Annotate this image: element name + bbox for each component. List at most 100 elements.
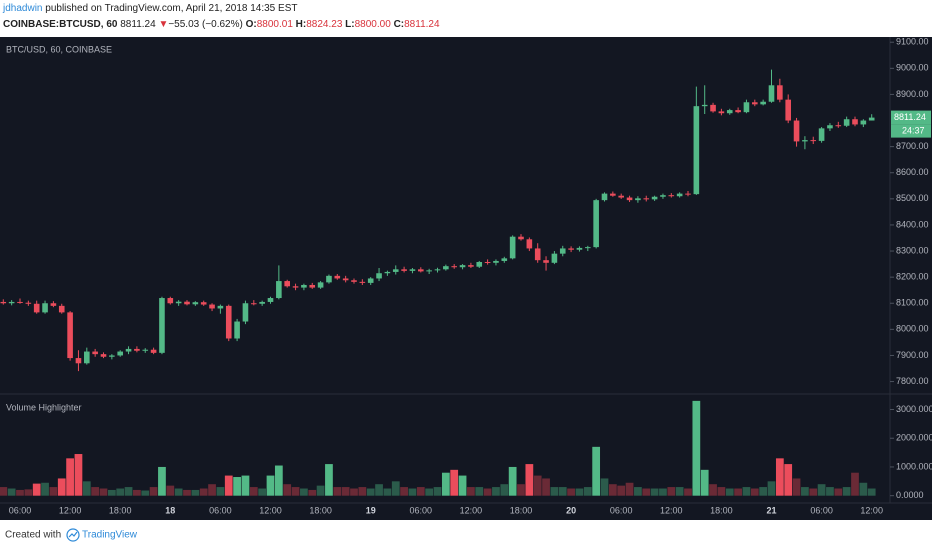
volume-bar	[383, 488, 392, 496]
volume-bar	[809, 488, 818, 496]
footer	[0, 520, 932, 550]
candle-body	[660, 195, 666, 197]
volume-bar	[107, 489, 116, 496]
header-line: jdhadwin published on TradingView.com, A…	[3, 3, 297, 14]
volume-bar	[425, 488, 434, 496]
candle-body	[718, 111, 725, 114]
volume-bar	[391, 481, 400, 496]
volume-bar	[325, 464, 333, 496]
volume-bar	[558, 487, 567, 496]
volume-bar	[316, 485, 325, 496]
candle-body	[33, 303, 40, 313]
volume-bar	[550, 487, 559, 496]
candle-body	[810, 140, 817, 142]
volume-bar	[742, 487, 751, 496]
x-tick-label: 12:00	[660, 505, 683, 515]
candle-body	[459, 265, 466, 268]
volume-bar	[366, 488, 375, 496]
volume-bar	[750, 488, 759, 496]
candle-body	[443, 266, 449, 270]
volume-bar	[158, 466, 166, 496]
volume-bar	[709, 484, 717, 496]
volume-bar	[99, 488, 108, 496]
volume-bar	[692, 400, 701, 496]
volume-bar	[826, 487, 834, 496]
y-tick-label: 8200.00	[896, 272, 929, 282]
volume-bar	[684, 488, 692, 496]
volume-bar	[166, 485, 175, 496]
volume-bar	[375, 484, 383, 496]
y-tick-label: 9000.00	[896, 63, 929, 73]
volume-bar	[24, 489, 33, 496]
volume-bar	[700, 469, 709, 496]
candle-body	[426, 270, 432, 272]
candle-body	[559, 248, 566, 254]
y-tick-label: 8700.00	[896, 141, 929, 151]
candle-body	[259, 301, 265, 304]
candle-body	[568, 248, 574, 250]
y-tick-label: 9100.00	[896, 37, 929, 47]
price-pane-title: BTC/USD, 60, COINBASE	[6, 44, 112, 54]
candle-body	[367, 278, 374, 283]
candle-body	[551, 253, 558, 263]
volume-bar	[450, 469, 459, 496]
volume-bar	[266, 475, 275, 496]
candle-body	[626, 197, 633, 201]
candle-body	[768, 85, 775, 102]
candle-body	[175, 301, 182, 304]
volume-bar	[133, 489, 141, 496]
author[interactable]: jdhadwin	[3, 3, 43, 14]
candle-body	[284, 281, 290, 287]
y-tick-label: 8600.00	[896, 167, 929, 177]
volume-pane-title: Volume Highlighter	[6, 402, 82, 412]
volume-bar	[500, 484, 509, 496]
candle-body	[760, 101, 766, 105]
volume-bar	[851, 472, 859, 496]
candle-body	[359, 281, 366, 283]
candle-body	[618, 195, 624, 198]
volume-bar	[767, 481, 776, 496]
candle-body	[0, 301, 7, 304]
volume-bar	[74, 454, 83, 496]
candle-body	[610, 193, 616, 196]
volume-bar	[458, 475, 467, 496]
candle-body	[635, 198, 641, 201]
volume-bar	[408, 488, 417, 496]
candle-body	[585, 247, 591, 249]
x-tick-label: 18:00	[510, 505, 533, 515]
volume-bar	[57, 478, 66, 496]
high-value: 8824.23	[306, 19, 343, 30]
candle-body	[827, 125, 833, 129]
candle-body	[351, 280, 357, 282]
volume-bar	[483, 488, 492, 496]
candle-body	[384, 271, 391, 274]
volume-bar	[617, 485, 626, 496]
volume-bar	[358, 487, 367, 496]
volume-bar	[650, 488, 659, 496]
candle-body	[693, 106, 700, 195]
volume-bar	[475, 487, 484, 496]
volume-bar	[49, 487, 58, 496]
change-arrow: ▼	[158, 19, 169, 30]
volume-bar	[124, 487, 133, 496]
candle-body	[192, 302, 199, 305]
header: jdhadwin published on TradingView.com, A…	[0, 0, 932, 37]
volume-bar	[583, 487, 592, 496]
volume-bar	[216, 487, 225, 496]
volume-bar	[467, 487, 475, 496]
candle-body	[543, 260, 549, 263]
candle-body	[17, 301, 23, 303]
chart-background	[0, 37, 932, 520]
candle-body	[142, 349, 149, 351]
volume-bar	[784, 464, 793, 496]
candle-body	[84, 351, 90, 364]
countdown: 24:37	[902, 125, 925, 135]
volume-bar	[283, 484, 292, 496]
candle-body	[668, 195, 675, 197]
candle-body	[534, 248, 541, 261]
volume-bar	[258, 488, 267, 496]
candle-body	[376, 273, 382, 279]
candle-body	[150, 349, 157, 353]
candle-body	[217, 305, 224, 309]
volume-bar	[241, 475, 250, 496]
